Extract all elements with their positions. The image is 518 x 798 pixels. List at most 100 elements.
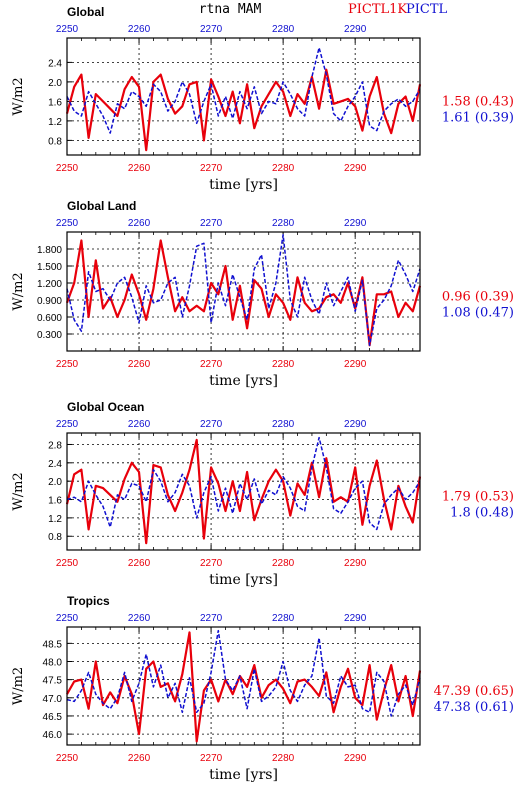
x-tick-label-bottom: 2260 [128, 753, 151, 764]
y-tick-label: 1.2 [48, 117, 62, 128]
x-tick-label-bottom: 2280 [272, 359, 295, 370]
y-tick-label: 1.2 [48, 514, 62, 525]
x-axis-label: time [yrs] [209, 572, 278, 588]
x-tick-label-top: 2280 [272, 419, 295, 430]
x-tick-label-top: 2280 [272, 613, 295, 624]
y-axis-label: W/m2 [11, 77, 26, 115]
y-tick-label: 0.8 [48, 136, 62, 147]
x-axis-label: time [yrs] [209, 767, 278, 783]
y-tick-label: 48.5 [43, 639, 63, 650]
panel-title: Global Ocean [67, 400, 144, 414]
stats-blue: 1.61 (0.39) [442, 111, 514, 126]
x-tick-label-top: 2260 [128, 613, 151, 624]
y-tick-label: 46.0 [43, 730, 63, 741]
x-tick-label-top: 2270 [200, 218, 223, 229]
y-tick-label: 48.0 [43, 657, 63, 668]
stats-red: 0.96 (0.39) [442, 290, 514, 305]
x-tick-label-top: 2260 [128, 218, 151, 229]
series2-name-label: PICTL [406, 2, 448, 17]
y-tick-label: 2.4 [48, 58, 62, 69]
x-tick-label-bottom: 2250 [56, 359, 79, 370]
x-tick-label-bottom: 2290 [344, 558, 367, 569]
x-tick-label-top: 2280 [272, 218, 295, 229]
x-tick-label-top: 2250 [56, 218, 79, 229]
x-tick-label-top: 2270 [200, 613, 223, 624]
y-tick-label: 1.800 [37, 245, 62, 256]
x-tick-label-bottom: 2270 [200, 558, 223, 569]
x-tick-label-top: 2280 [272, 24, 295, 35]
stats-red: 47.39 (0.65) [434, 684, 514, 699]
x-tick-label-bottom: 2260 [128, 359, 151, 370]
series-line-red [65, 239, 422, 347]
y-tick-label: 0.300 [37, 330, 62, 341]
plot-frame [66, 432, 421, 551]
series-line-red [66, 631, 422, 743]
x-tick-label-bottom: 2260 [128, 558, 151, 569]
panel-title: Tropics [67, 594, 110, 608]
series-line-blue [66, 46, 421, 134]
x-tick-label-bottom: 2280 [272, 163, 295, 174]
panel-global-ocean: Global Ocean 0.8 1.2 1.6 2.0 2.4 2.8 2250 2250 22… [11, 400, 514, 588]
y-tick-label: 2.4 [48, 459, 62, 470]
y-tick-label: 1.6 [48, 496, 62, 507]
x-tick-label-bottom: 2280 [272, 753, 295, 764]
x-tick-label-bottom: 2290 [344, 359, 367, 370]
y-tick-label: 0.900 [37, 296, 62, 307]
plot-frame [66, 37, 421, 156]
y-tick-label: 47.5 [43, 676, 63, 687]
x-tick-label-bottom: 2250 [56, 163, 79, 174]
x-tick-label-top: 2250 [56, 419, 79, 430]
x-tick-label-top: 2260 [128, 419, 151, 430]
x-tick-label-top: 2290 [344, 419, 367, 430]
x-tick-label-bottom: 2270 [200, 359, 223, 370]
x-axis-label: time [yrs] [209, 177, 278, 193]
panel-title: Global Land [67, 199, 136, 213]
x-tick-label-bottom: 2290 [344, 753, 367, 764]
x-tick-label-top: 2270 [200, 419, 223, 430]
stats-red: 1.58 (0.43) [442, 95, 514, 110]
y-tick-label: 0.8 [48, 532, 62, 543]
center-title: rtna MAM [199, 2, 262, 17]
plot-frame [66, 626, 421, 746]
y-tick-label: 2.0 [48, 78, 62, 89]
y-tick-label: 1.500 [37, 262, 62, 273]
panel-title: Global [67, 5, 104, 19]
y-tick-label: 2.0 [48, 477, 62, 488]
panel-global-land: Global Land 0.300 0.600 0.900 1.200 1.500 1.80… [11, 199, 514, 389]
y-axis-label: W/m2 [11, 472, 26, 510]
y-axis-label: W/m2 [11, 667, 26, 705]
x-tick-label-top: 2250 [56, 613, 79, 624]
panel-tropics: Tropics 46.0 46.5 47.0 47.5 48.0 48.5 2250 2250 2… [11, 594, 514, 783]
x-tick-label-top: 2290 [344, 613, 367, 624]
y-tick-label: 1.6 [48, 97, 62, 108]
x-axis-label: time [yrs] [209, 373, 278, 389]
x-tick-label-top: 2250 [56, 24, 79, 35]
x-tick-label-bottom: 2270 [200, 753, 223, 764]
x-tick-label-bottom: 2260 [128, 163, 151, 174]
x-tick-label-bottom: 2250 [56, 753, 79, 764]
x-tick-label-bottom: 2270 [200, 163, 223, 174]
y-tick-label: 47.0 [43, 694, 63, 705]
series-line-blue [66, 629, 421, 717]
x-tick-label-bottom: 2250 [56, 558, 79, 569]
stats-red: 1.79 (0.53) [442, 490, 514, 505]
stats-blue: 47.38 (0.61) [434, 700, 514, 715]
x-tick-label-bottom: 2290 [344, 163, 367, 174]
series1-name-label: PICTL1K [348, 2, 407, 17]
y-tick-label: 46.5 [43, 712, 63, 723]
x-tick-label-top: 2290 [344, 218, 367, 229]
stats-blue: 1.8 (0.48) [450, 506, 514, 521]
plot-frame [66, 231, 421, 352]
y-axis-label: W/m2 [11, 272, 26, 310]
x-tick-label-bottom: 2280 [272, 558, 295, 569]
y-tick-label: 1.200 [37, 279, 62, 290]
y-tick-label: 2.8 [48, 440, 62, 451]
panel-global: Global 0.8 1.2 1.6 2.0 2.4 2250 2250 2260 2260 227… [11, 5, 514, 193]
y-tick-label: 0.600 [37, 313, 62, 324]
x-tick-label-top: 2260 [128, 24, 151, 35]
stats-blue: 1.08 (0.47) [442, 306, 514, 321]
x-tick-label-top: 2290 [344, 24, 367, 35]
series-line-blue [66, 436, 421, 531]
x-tick-label-top: 2270 [200, 24, 223, 35]
